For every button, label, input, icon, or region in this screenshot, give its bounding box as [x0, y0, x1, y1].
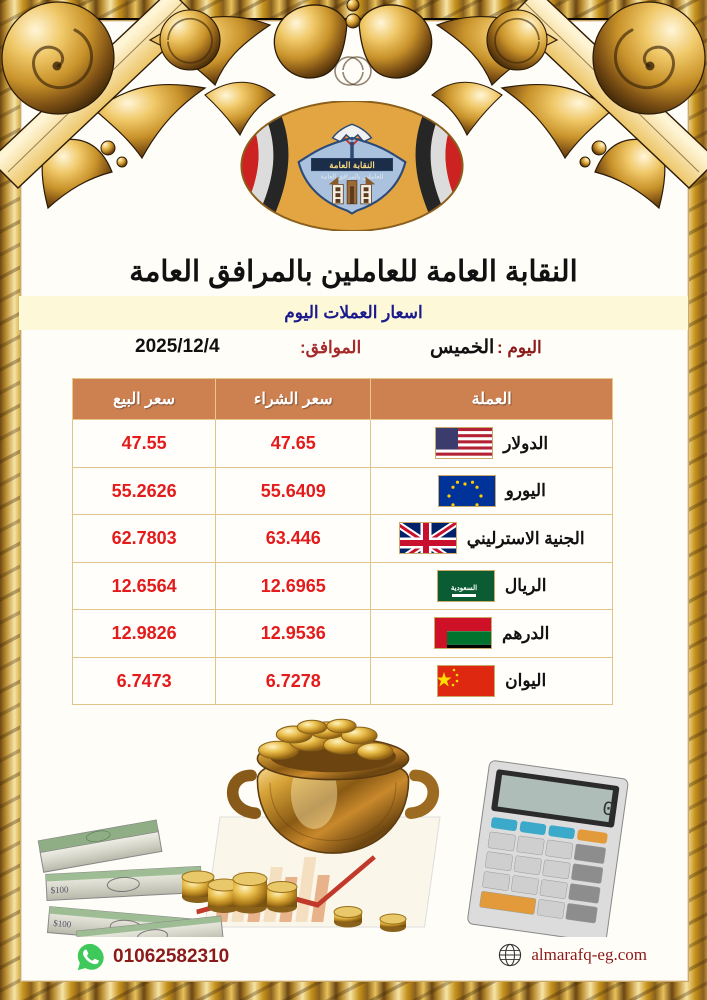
svg-text:النقابة العامة: النقابة العامة	[329, 160, 375, 170]
svg-text:$100: $100	[53, 918, 72, 930]
svg-text:للعاملين بالمرافق العامة: للعاملين بالمرافق العامة	[321, 174, 384, 181]
svg-text:$100: $100	[50, 884, 69, 895]
svg-text:السعودية: السعودية	[451, 584, 477, 592]
